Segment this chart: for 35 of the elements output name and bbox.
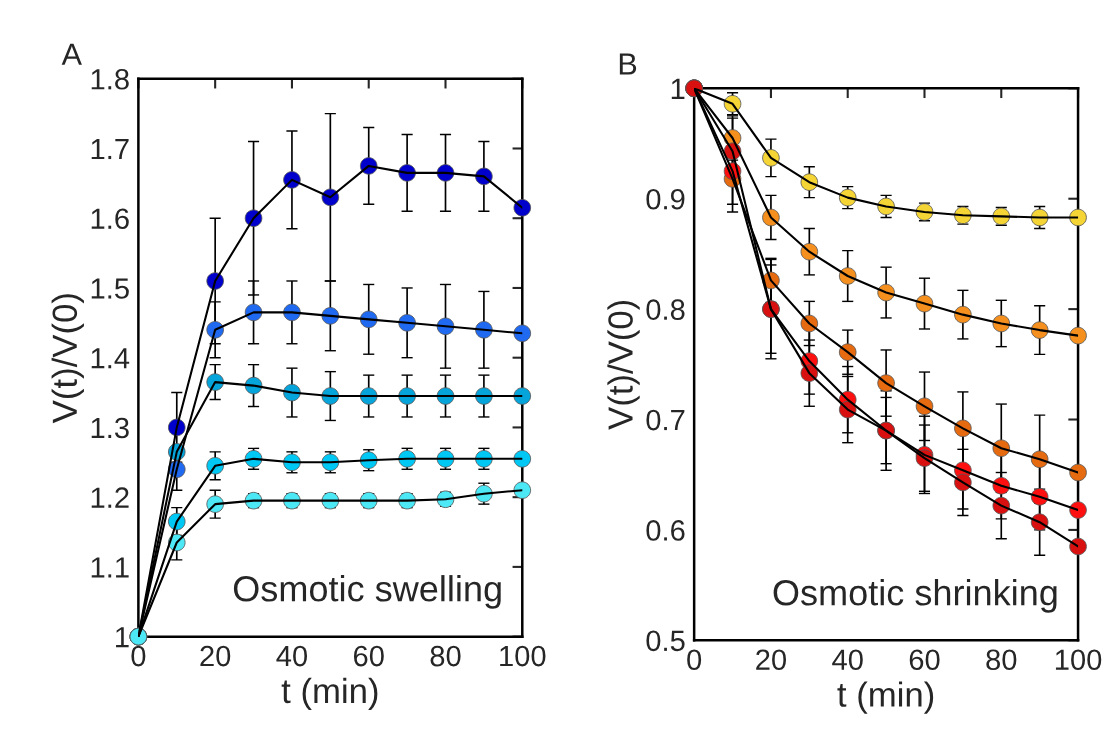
- x-axis-title: t (min): [837, 681, 934, 714]
- x-tick-label: 60: [353, 645, 384, 667]
- y-tick-label: 1.8: [91, 68, 129, 90]
- annotation: Osmotic shrinking: [773, 579, 1057, 613]
- y-tick-label: 1.3: [91, 417, 129, 439]
- x-axis-title: t (min): [281, 677, 378, 711]
- x-tick-label: 0: [131, 645, 146, 667]
- chart-title: A: [61, 43, 82, 65]
- y-tick-label: 1.1: [91, 557, 129, 578]
- x-tick-label: 0: [687, 649, 702, 671]
- y-tick-label: 0.6: [646, 520, 685, 541]
- y-tick-label: 1.5: [91, 278, 129, 299]
- y-tick-label: 1.6: [91, 208, 129, 230]
- y-axis-title: V(t)/V(0): [51, 294, 84, 424]
- chart-title: B: [619, 53, 637, 75]
- y-tick-label: 0.7: [646, 409, 685, 431]
- y-tick-label: 1: [671, 78, 685, 99]
- y-tick-label: 1.4: [91, 348, 130, 369]
- x-tick-label: 80: [430, 645, 461, 667]
- x-tick-label: 20: [200, 645, 231, 667]
- x-tick-label: 40: [276, 645, 308, 667]
- y-tick-label: 1: [116, 627, 129, 648]
- y-tick-label: 1.7: [91, 138, 129, 160]
- y-tick-label: 0.9: [646, 188, 685, 210]
- x-tick-label: 60: [909, 649, 940, 671]
- x-tick-label: 100: [500, 645, 546, 667]
- y-axis-title: V(t)/V(0): [607, 300, 640, 430]
- y-tick-label: 1.2: [91, 487, 129, 508]
- annotation: Osmotic swelling: [233, 575, 501, 609]
- x-tick-label: 40: [832, 649, 863, 671]
- x-tick-label: 100: [1055, 649, 1102, 671]
- y-tick-label: 0.8: [646, 299, 685, 320]
- x-tick-label: 20: [756, 649, 787, 671]
- x-tick-label: 80: [986, 649, 1017, 671]
- y-tick-label: 0.5: [646, 630, 685, 652]
